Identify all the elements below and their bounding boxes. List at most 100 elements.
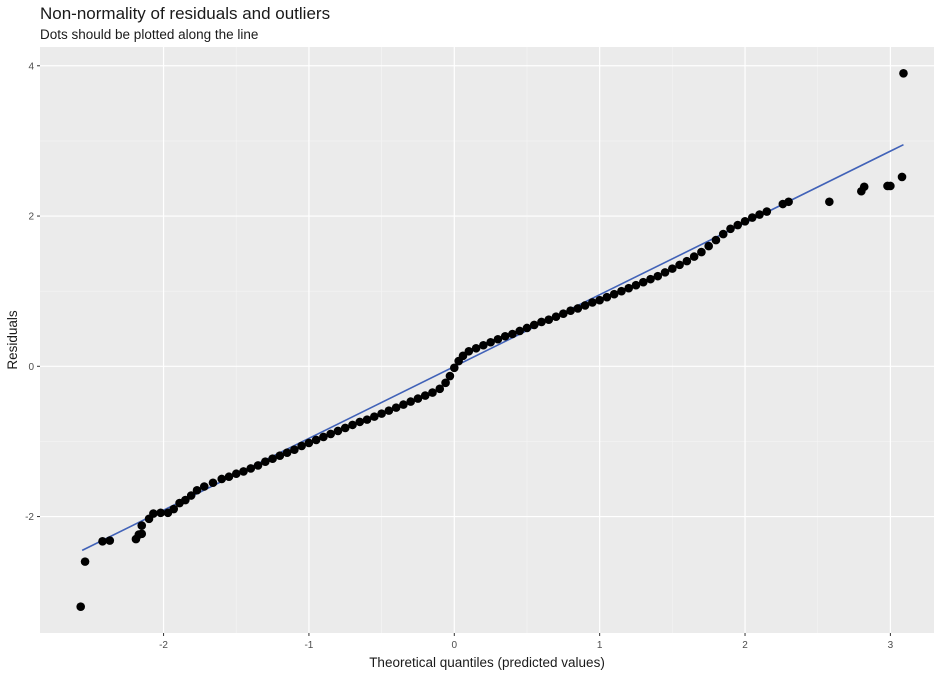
axis-ticks: -2 -1 0 1 2 3 -2 0 2 4 [25,61,894,651]
data-point [886,181,895,191]
data-point [551,312,561,322]
data-point [668,264,677,273]
data-point [311,435,321,445]
data-point [595,295,604,305]
data-point [638,277,648,287]
data-point [675,260,684,270]
data-point [224,472,234,482]
data-point [340,423,350,433]
data-point [573,304,583,313]
data-point [500,331,510,341]
data-point [559,309,568,319]
data-point [169,504,179,514]
data-point [217,474,227,484]
x-tick-label: 0 [452,640,458,651]
data-point [192,485,202,495]
data-point [471,343,481,353]
data-point [522,323,532,333]
data-point [458,351,468,361]
data-point [348,420,357,430]
y-tick-label: 0 [28,362,34,373]
data-point [98,537,107,546]
data-point [711,235,721,245]
data-point [631,280,641,290]
gridlines [40,47,934,633]
data-point [181,495,190,505]
data-point [825,197,834,207]
data-point [355,417,365,427]
x-tick-label: 2 [742,640,748,651]
data-point [384,406,394,415]
x-tick-label: -2 [159,640,168,651]
x-axis-title: Theoretical quantiles (predicted values) [369,655,605,670]
data-point [275,451,285,460]
data-point [580,301,590,310]
data-point [435,384,445,394]
data-point [406,397,415,406]
data-point [428,388,437,397]
x-tick-label: -1 [304,640,313,651]
data-point [899,68,908,78]
data-point [784,197,793,207]
data-point [290,445,299,454]
data-point [529,320,539,330]
data-point [740,216,750,226]
data-point [186,491,196,500]
data-point [602,292,612,302]
data-point [464,346,474,356]
data-point [897,172,907,182]
data-point [508,329,517,339]
data-point [479,340,488,350]
data-point [445,371,455,381]
data-point [515,326,525,336]
data-point [304,438,314,448]
data-point [76,602,86,612]
data-point [261,457,270,467]
y-axis-title: Residuals [5,310,20,370]
data-point [689,252,699,261]
data-point [537,317,546,327]
data-point [239,467,248,476]
data-point [493,334,503,344]
data-point [199,482,209,491]
data-point [399,400,408,409]
data-point [420,391,430,400]
chart-subtitle: Dots should be plotted along the line [40,27,259,42]
data-point [333,426,343,436]
data-point [726,224,735,234]
data-point [246,464,256,473]
data-point [362,415,372,424]
data-point [319,432,328,442]
data-point [653,271,663,281]
data-point [609,289,619,299]
data-point [282,448,292,457]
data-point [588,298,597,307]
data-point [253,461,263,470]
y-tick-label: 4 [28,61,34,72]
points-layer [76,68,908,612]
data-point [486,337,495,347]
data-point [231,469,241,479]
data-point [755,210,764,219]
data-point [617,286,626,296]
data-point [762,207,772,216]
data-point [441,378,450,388]
data-point [718,229,728,239]
data-point [137,529,147,539]
y-tick-label: 2 [28,212,34,223]
data-point [566,306,575,316]
chart-title: Non-normality of residuals and outliers [40,4,331,23]
data-point [697,247,706,257]
data-point [326,429,336,439]
data-point [208,478,218,488]
data-point [149,509,158,518]
data-point [391,403,401,412]
data-point [297,441,306,451]
data-point [660,268,670,277]
data-point [624,283,634,293]
data-point [370,412,379,421]
data-point [80,557,90,566]
data-point [105,536,115,545]
data-point [413,394,423,403]
